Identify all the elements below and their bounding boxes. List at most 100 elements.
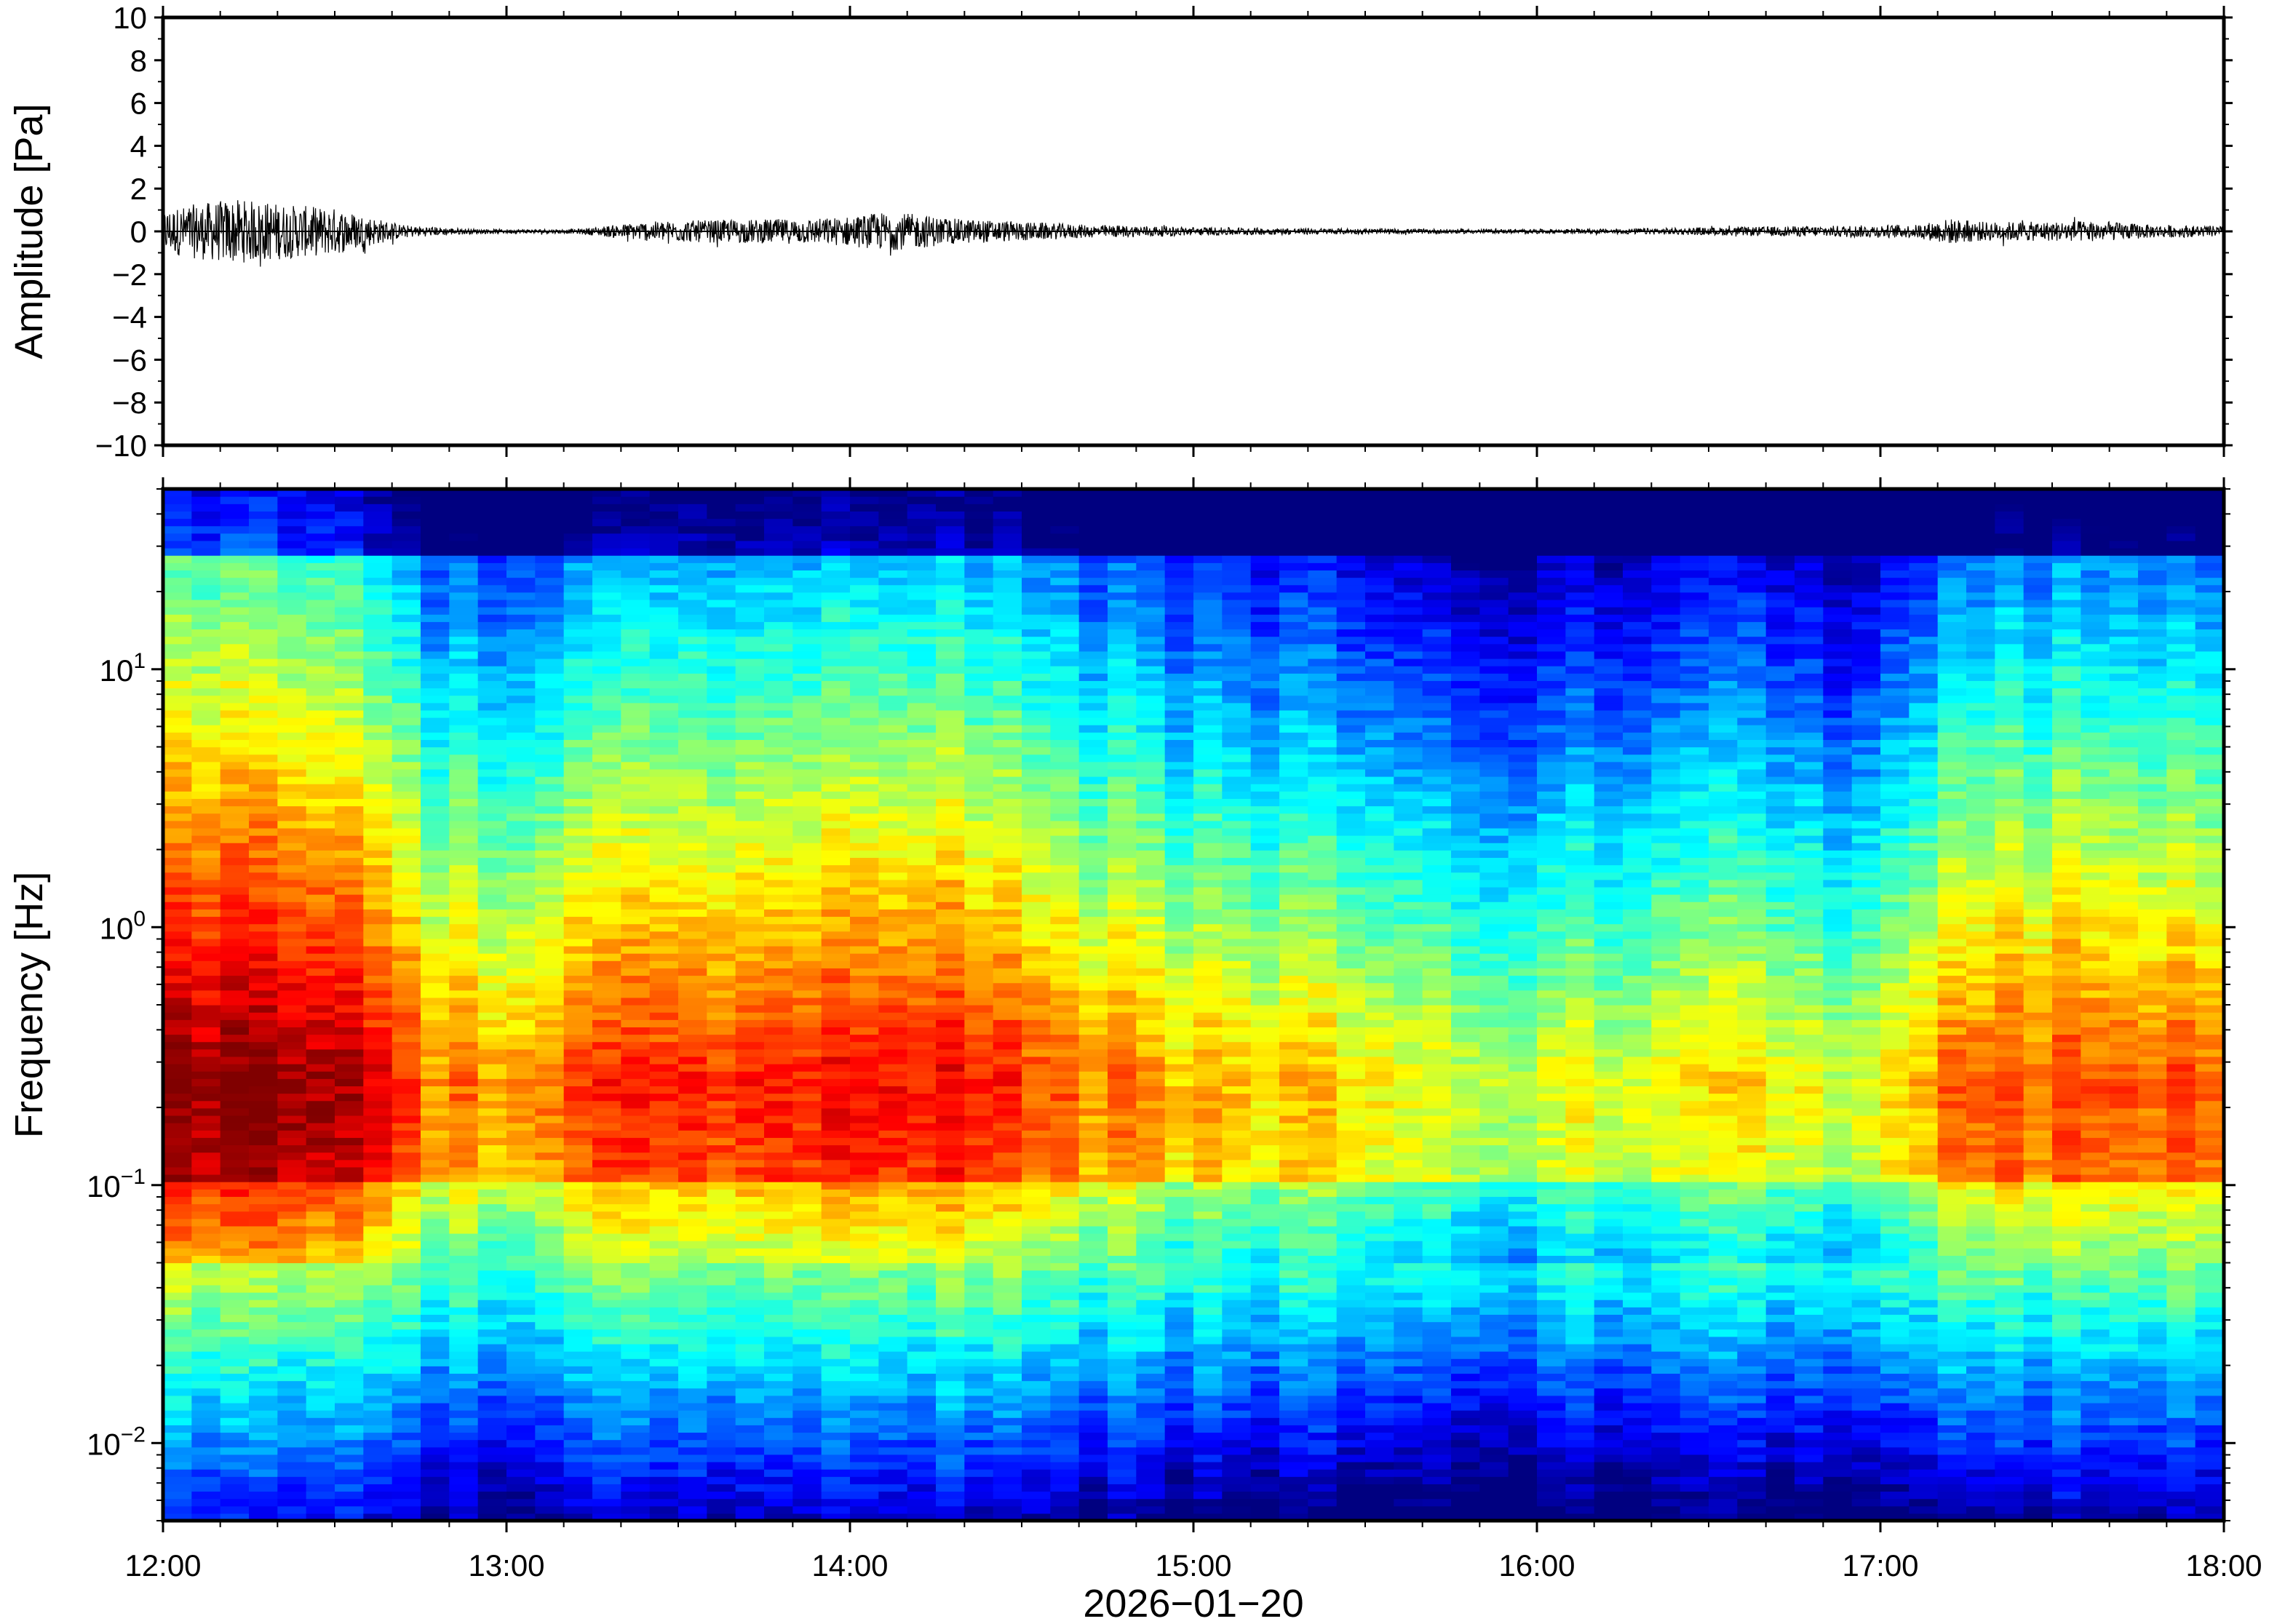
spectrogram-cell <box>220 990 250 998</box>
spectrogram-cell <box>535 886 565 895</box>
spectrogram-cell <box>163 1425 192 1433</box>
spectrogram-cell <box>678 1284 707 1293</box>
spectrogram-cell <box>306 1284 335 1293</box>
spectrogram-cell <box>477 577 507 586</box>
spectrogram-cell <box>335 997 364 1006</box>
spectrogram-cell <box>163 805 192 814</box>
spectrogram-cell <box>306 621 335 630</box>
spectrogram-cell <box>850 1056 879 1064</box>
spectrogram-cell <box>1108 1005 1137 1013</box>
spectrogram-cell <box>477 768 507 777</box>
spectrogram-cell <box>277 1041 307 1050</box>
spectrogram-cell <box>936 901 965 909</box>
spectrogram-cell <box>1136 931 1166 939</box>
spectrogram-cell <box>850 592 879 600</box>
spectrogram-cell <box>1078 1417 1108 1425</box>
spectrogram-cell <box>936 1182 965 1190</box>
spectrogram-cell <box>621 643 651 652</box>
spectrogram-cell <box>506 1469 536 1477</box>
spectrogram-cell <box>1022 1417 1051 1425</box>
spectrogram-cell <box>678 1218 707 1227</box>
spectrogram-cell <box>878 503 908 512</box>
spectrogram-cell <box>220 702 250 711</box>
spectrogram-cell <box>792 614 822 622</box>
spectrogram-cell <box>936 555 965 563</box>
spectrogram-cell <box>163 791 192 799</box>
spectrogram-cell <box>964 761 994 770</box>
spectrogram-cell <box>1136 1284 1166 1293</box>
spectrogram-cell <box>1050 784 1080 792</box>
spectrogram-cell <box>163 1402 192 1411</box>
spectrogram-cell <box>477 643 507 652</box>
spectrogram-cell <box>621 1270 651 1278</box>
spectrogram-cell <box>163 768 192 777</box>
spectrogram-cell <box>592 496 621 504</box>
spectrogram-cell <box>878 857 908 866</box>
spectrogram-cell <box>191 843 221 851</box>
spectrogram-cell <box>392 1071 421 1079</box>
spectrogram-cell <box>1022 798 1051 807</box>
spectrogram-cell <box>735 1166 765 1175</box>
spectrogram-cell <box>477 990 507 998</box>
spectrogram-cell <box>649 607 679 615</box>
spectrogram-cell <box>707 1380 736 1389</box>
spectrogram-cell <box>392 548 421 556</box>
spectrogram-cell <box>249 673 278 681</box>
spectrogram-cell <box>678 1182 707 1190</box>
spectrogram-cell <box>163 1056 192 1064</box>
spectrogram-cell <box>764 643 793 652</box>
spectrogram-cell <box>421 923 450 932</box>
spectrogram-cell <box>449 629 479 637</box>
spectrogram-cell <box>1078 1241 1108 1249</box>
spectrogram-cell <box>421 1380 450 1389</box>
spectrogram-cell <box>163 1137 192 1146</box>
spectrogram-cell <box>764 1145 793 1153</box>
spectrogram-cell <box>249 1123 278 1131</box>
spectrogram-cell <box>821 1064 851 1072</box>
spectrogram-cell <box>535 747 565 755</box>
spectrogram-cell <box>421 1034 450 1043</box>
spectrogram-cell <box>1108 1284 1137 1293</box>
spectrogram-cell <box>421 629 450 637</box>
spectrogram-cell <box>993 960 1022 968</box>
spectrogram-cell <box>363 938 393 947</box>
spectrogram-cell <box>735 1203 765 1212</box>
spectrogram-cell <box>764 1505 793 1514</box>
spectrogram-cell <box>335 503 364 512</box>
spectrogram-cell <box>735 629 765 637</box>
spectrogram-cell <box>1050 1056 1080 1064</box>
spectrogram-cell <box>249 1505 278 1514</box>
spectrogram-cell <box>363 960 393 968</box>
spectrogram-cell <box>1050 629 1080 637</box>
spectrogram-cell <box>964 1041 994 1050</box>
spectrogram-cell <box>792 879 822 888</box>
spectrogram-cell <box>1078 555 1108 563</box>
spectrogram-cell <box>735 1284 765 1293</box>
spectrogram-cell <box>535 548 565 556</box>
spectrogram-cell <box>907 1086 937 1094</box>
spectrogram-cell <box>363 1446 393 1455</box>
spectrogram-cell <box>1050 1432 1080 1441</box>
spectrogram-cell <box>621 732 651 740</box>
spectrogram-cell <box>449 1358 479 1366</box>
spectrogram-cell <box>392 1005 421 1013</box>
spectrogram-cell <box>1136 982 1166 991</box>
spectrogram-cell <box>1078 923 1108 932</box>
spectrogram-cell <box>993 1343 1022 1352</box>
spectrogram-cell <box>907 1152 937 1161</box>
spectrogram-cell <box>678 938 707 947</box>
spectrogram-cell <box>535 540 565 549</box>
spectrogram-cell <box>163 1115 192 1123</box>
spectrogram-cell <box>707 577 736 586</box>
spectrogram-cell <box>306 673 335 681</box>
spectrogram-cell <box>220 1248 250 1256</box>
spectrogram-cell <box>163 725 192 733</box>
spectrogram-cell <box>220 717 250 725</box>
spectrogram-cell <box>592 1476 621 1484</box>
spectrogram-cell <box>449 1019 479 1027</box>
spectrogram-cell <box>993 1152 1022 1161</box>
spectrogram-cell <box>477 1041 507 1050</box>
spectrogram-cell <box>764 1402 793 1411</box>
spectrogram-cell <box>563 695 593 704</box>
